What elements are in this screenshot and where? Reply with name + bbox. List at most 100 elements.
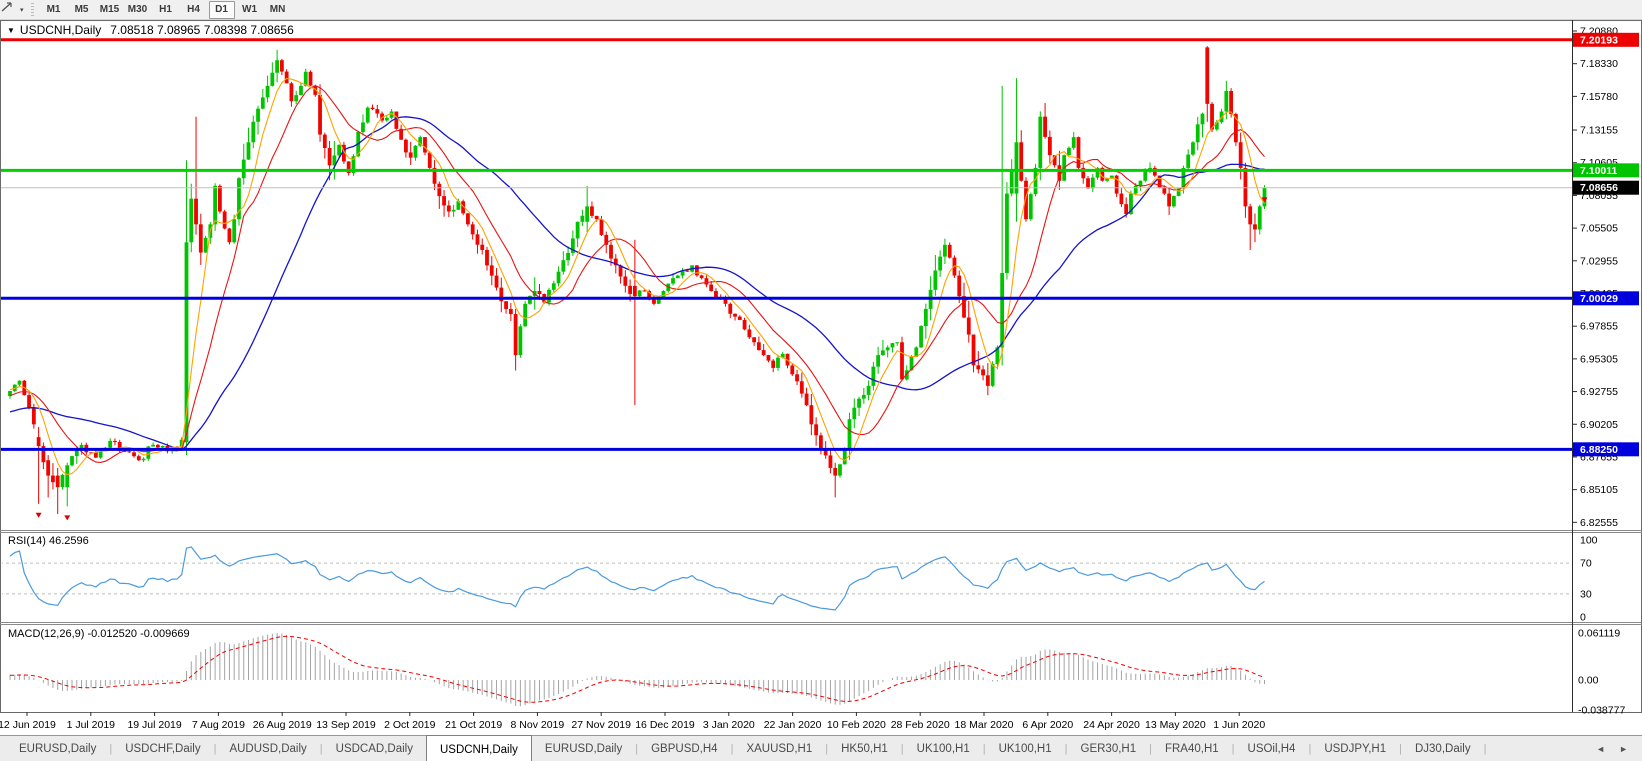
rsi-indicator-label: RSI(14) 46.2596 xyxy=(8,535,89,547)
price-badge-text: 6.88250 xyxy=(1580,444,1618,456)
tab-separator: | xyxy=(982,743,986,755)
chart-tab-fra40-h1[interactable]: FRA40,H1 xyxy=(1164,743,1219,755)
tab-separator: | xyxy=(1149,743,1152,755)
price-tick-label: 6.85105 xyxy=(1580,484,1618,496)
timeframe-button-w1[interactable]: W1 xyxy=(242,3,258,15)
tabs-host: EURUSD,Daily | USDCHF,Daily | AUDUSD,Daily | U… xyxy=(6,735,1486,761)
chart-tab-gbpusd-h4[interactable]: GBPUSD,H4 xyxy=(651,743,718,755)
macd-panel xyxy=(9,632,1266,707)
date-tick-label: 1 Jul 2019 xyxy=(67,719,116,731)
macd-tick-label: 0.00 xyxy=(1578,675,1599,687)
tab-separator: | xyxy=(109,743,113,755)
timeframe-button-m1[interactable]: M1 xyxy=(46,3,61,15)
date-tick-label: 16 Dec 2019 xyxy=(635,719,695,731)
chart-title: ▼ USDCNH,Daily 7.08518 7.08965 7.08398 7… xyxy=(7,23,294,37)
date-tick-label: 7 Aug 2019 xyxy=(192,719,245,731)
price-tick-label: 7.02955 xyxy=(1580,255,1618,267)
rsi-panel xyxy=(2,546,1572,611)
tab-scroll-right-icon[interactable]: ► xyxy=(1619,744,1628,754)
tab-separator: | xyxy=(319,743,323,755)
date-tick-label: 19 Jul 2019 xyxy=(127,719,181,731)
timeframe-buttons: M1 M5 M15 M30 H1 H4 D1 W1 MN xyxy=(41,0,293,19)
date-axis[interactable]: 12 Jun 2019 1 Jul 2019 19 Jul 2019 7 Aug 20… xyxy=(0,712,1265,731)
toolbar-grip[interactable] xyxy=(29,2,35,17)
chart-tab-dj30-daily[interactable]: DJ30,Daily xyxy=(1414,743,1471,755)
tab-separator: | xyxy=(730,743,734,755)
date-tick-label: 13 May 2020 xyxy=(1145,719,1206,731)
price-badge-7.00029 xyxy=(1573,291,1639,306)
chart-tab-uk100-h1[interactable]: UK100,H1 xyxy=(998,743,1052,755)
chart-tab-usdjpy-h1[interactable]: USDJPY,H1 xyxy=(1324,743,1387,755)
sell-arrow-marker[interactable] xyxy=(1261,197,1268,203)
sell-arrow-marker[interactable] xyxy=(35,512,42,518)
price-tick-label: 6.95305 xyxy=(1580,353,1618,365)
chart-tab-usdcad-daily[interactable]: USDCAD,Daily xyxy=(335,743,413,755)
price-badge-7.08656 xyxy=(1573,180,1639,195)
chart-tab-audusd-daily[interactable]: AUDUSD,Daily xyxy=(229,743,307,755)
sell-arrow-marker[interactable] xyxy=(64,515,71,521)
date-tick-label: 12 Jun 2019 xyxy=(0,719,56,731)
date-tick-label: 26 Aug 2019 xyxy=(253,719,312,731)
timeframe-toolbar: ▾ M1 M5 M15 M30 H1 H4 D1 W1 MN xyxy=(0,0,1642,20)
chart-tab-usdcnh-daily[interactable]: USDCNH,Daily xyxy=(425,735,532,761)
chart-tab-eurusd-daily[interactable]: EURUSD,Daily xyxy=(19,743,97,755)
chart-tab-usdchf-daily[interactable]: USDCHF,Daily xyxy=(125,743,201,755)
chart-tab-uk100-h1[interactable]: UK100,H1 xyxy=(916,743,970,755)
tab-separator: | xyxy=(635,743,639,755)
tool-dropdown-icon[interactable]: ▾ xyxy=(20,6,24,14)
chart-tab-ger30-h1[interactable]: GER30,H1 xyxy=(1080,743,1137,755)
line-studies-icon[interactable] xyxy=(1,2,19,17)
ma-34-line xyxy=(9,116,1265,452)
price-axis[interactable]: 7.208807.183307.157807.131557.106057.080… xyxy=(1572,26,1639,717)
timeframe-button-m5[interactable]: M5 xyxy=(74,3,89,15)
price-badge-text: 7.00029 xyxy=(1580,293,1618,305)
date-tick-label: 27 Nov 2019 xyxy=(571,719,631,731)
date-tick-label: 18 Mar 2020 xyxy=(955,719,1014,731)
macd-tick-label: -0.038777 xyxy=(1578,704,1625,716)
tab-separator: | xyxy=(1064,743,1068,755)
rsi-tick-label: 30 xyxy=(1580,588,1592,600)
price-badge-text: 7.20193 xyxy=(1580,34,1618,46)
date-tick-label: 8 Nov 2019 xyxy=(511,719,565,731)
main-price-panel xyxy=(8,46,1267,515)
price-badge-6.88250 xyxy=(1573,442,1639,457)
timeframe-button-m30[interactable]: M30 xyxy=(127,3,148,15)
collapse-chart-icon[interactable]: ▼ xyxy=(7,25,15,35)
price-tick-label: 7.18330 xyxy=(1580,58,1618,70)
timeframe-button-h1[interactable]: H1 xyxy=(159,3,172,15)
tab-separator: | xyxy=(825,743,829,755)
chart-tab-usoil-h4[interactable]: USOil,H4 xyxy=(1247,743,1296,755)
timeframe-button-m15[interactable]: M15 xyxy=(99,3,120,15)
date-tick-label: 22 Jan 2020 xyxy=(764,719,822,731)
timeframe-button-d1[interactable]: D1 xyxy=(208,0,235,19)
chart-ohlc-values: 7.08518 7.08965 7.08398 7.08656 xyxy=(110,23,294,37)
rsi-tick-label: 100 xyxy=(1580,535,1598,547)
date-tick-label: 13 Sep 2019 xyxy=(316,719,376,731)
date-tick-label: 21 Oct 2019 xyxy=(445,719,502,731)
tab-separator: | xyxy=(1308,743,1312,755)
chart-tab-eurusd-daily[interactable]: EURUSD,Daily xyxy=(544,743,623,755)
tab-separator: | xyxy=(1231,743,1235,755)
tab-separator: | xyxy=(213,743,217,755)
tab-scroll-controls: ◄ ► xyxy=(1596,736,1642,761)
tab-separator: | xyxy=(900,743,904,755)
price-badge-text: 7.10011 xyxy=(1580,165,1618,177)
timeframe-button-mn[interactable]: MN xyxy=(269,3,286,15)
chart-tab-hk50-h1[interactable]: HK50,H1 xyxy=(841,743,888,755)
tab-separator: | xyxy=(1399,743,1402,755)
tab-scroll-left-icon[interactable]: ◄ xyxy=(1596,744,1606,754)
price-tick-label: 6.92755 xyxy=(1580,386,1618,398)
price-tick-label: 6.82555 xyxy=(1580,517,1618,529)
macd-tick-label: 0.061119 xyxy=(1578,628,1620,640)
price-tick-label: 7.15780 xyxy=(1580,91,1618,103)
price-badge-7.20193 xyxy=(1573,32,1639,47)
macd-signal-line xyxy=(9,635,1265,703)
date-tick-label: 1 Jun 2020 xyxy=(1213,719,1265,731)
timeframe-button-h4[interactable]: H4 xyxy=(187,3,200,15)
price-badge-text: 7.08656 xyxy=(1580,182,1618,194)
panel-borders xyxy=(0,20,1642,713)
chart-tab-xauusd-h1[interactable]: XAUUSD,H1 xyxy=(746,743,813,755)
